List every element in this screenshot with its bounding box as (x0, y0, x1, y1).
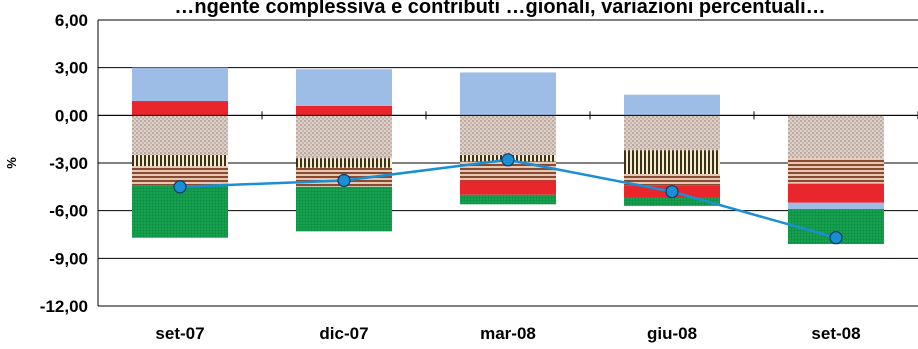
bar-segment-2-mar-08 (460, 161, 556, 181)
line-point-set-08 (829, 231, 843, 245)
y-tick-labels: 6,00 3,00 0,00 -3,00 -6,00 -9,00 -12,00 (40, 11, 88, 316)
bar-segment-5-dic-07 (296, 186, 392, 232)
line-point-giu-08 (665, 185, 679, 199)
y-tick-label: -6,00 (49, 202, 88, 221)
x-tick-labels: set-07 dic-07 mar-08 giu-08 set-08 (155, 324, 860, 343)
x-tick-label: set-08 (811, 324, 860, 343)
bar-segment-5-mar-08 (460, 194, 556, 205)
bar-segment-2-set-07 (132, 166, 228, 186)
bar-segment-4-set-08 (788, 202, 884, 210)
y-tick-label: 3,00 (55, 59, 88, 78)
x-tick-label: giu-08 (647, 324, 697, 343)
bar-segment-5-set-07 (132, 185, 228, 238)
bar-segment-1-set-07 (132, 155, 228, 167)
line-point-dic-07 (337, 173, 351, 188)
x-tick-label: mar-08 (480, 324, 536, 343)
line-point-mar-08 (501, 153, 515, 167)
bar-segment-2-giu-08 (624, 174, 720, 186)
bar-segment-4-giu-08 (624, 94, 720, 116)
bar-segment-0-set-08 (788, 115, 884, 159)
bar-segment-5-giu-08 (624, 197, 720, 206)
bar-segment-4-dic-07 (296, 69, 392, 106)
chart-title: …ngente complessiva e contributi …gional… (174, 0, 825, 18)
bar-segment-0-dic-07 (296, 115, 392, 159)
bar-segment-3-dic-07 (296, 105, 392, 116)
bar-segment-0-giu-08 (624, 115, 720, 151)
bar-segment-4-set-07 (132, 67, 228, 102)
y-tick-label: -12,00 (40, 297, 88, 316)
y-axis-label: % (4, 157, 19, 169)
axis-lines (97, 20, 918, 306)
y-tick-label: 6,00 (55, 11, 88, 30)
bar-segment-3-mar-08 (460, 180, 556, 195)
bar-segment-3-set-07 (132, 101, 228, 116)
bar-segment-0-set-07 (132, 115, 228, 156)
bar-segment-0-mar-08 (460, 115, 556, 156)
x-tick-label: dic-07 (319, 324, 368, 343)
x-tick-label: set-07 (155, 324, 204, 343)
y-tick-label: -9,00 (49, 249, 88, 268)
bar-stacks (132, 67, 884, 245)
bar-segment-1-dic-07 (296, 158, 392, 168)
y-tick-label: 0,00 (55, 106, 88, 125)
bar-segment-4-mar-08 (460, 72, 556, 116)
line-point-set-07 (173, 180, 187, 194)
bar-segment-2-set-08 (788, 158, 884, 184)
bar-segment-3-set-08 (788, 183, 884, 203)
total-line-series (173, 153, 843, 245)
y-tick-label: -3,00 (49, 154, 88, 173)
bar-segment-1-giu-08 (624, 150, 720, 175)
